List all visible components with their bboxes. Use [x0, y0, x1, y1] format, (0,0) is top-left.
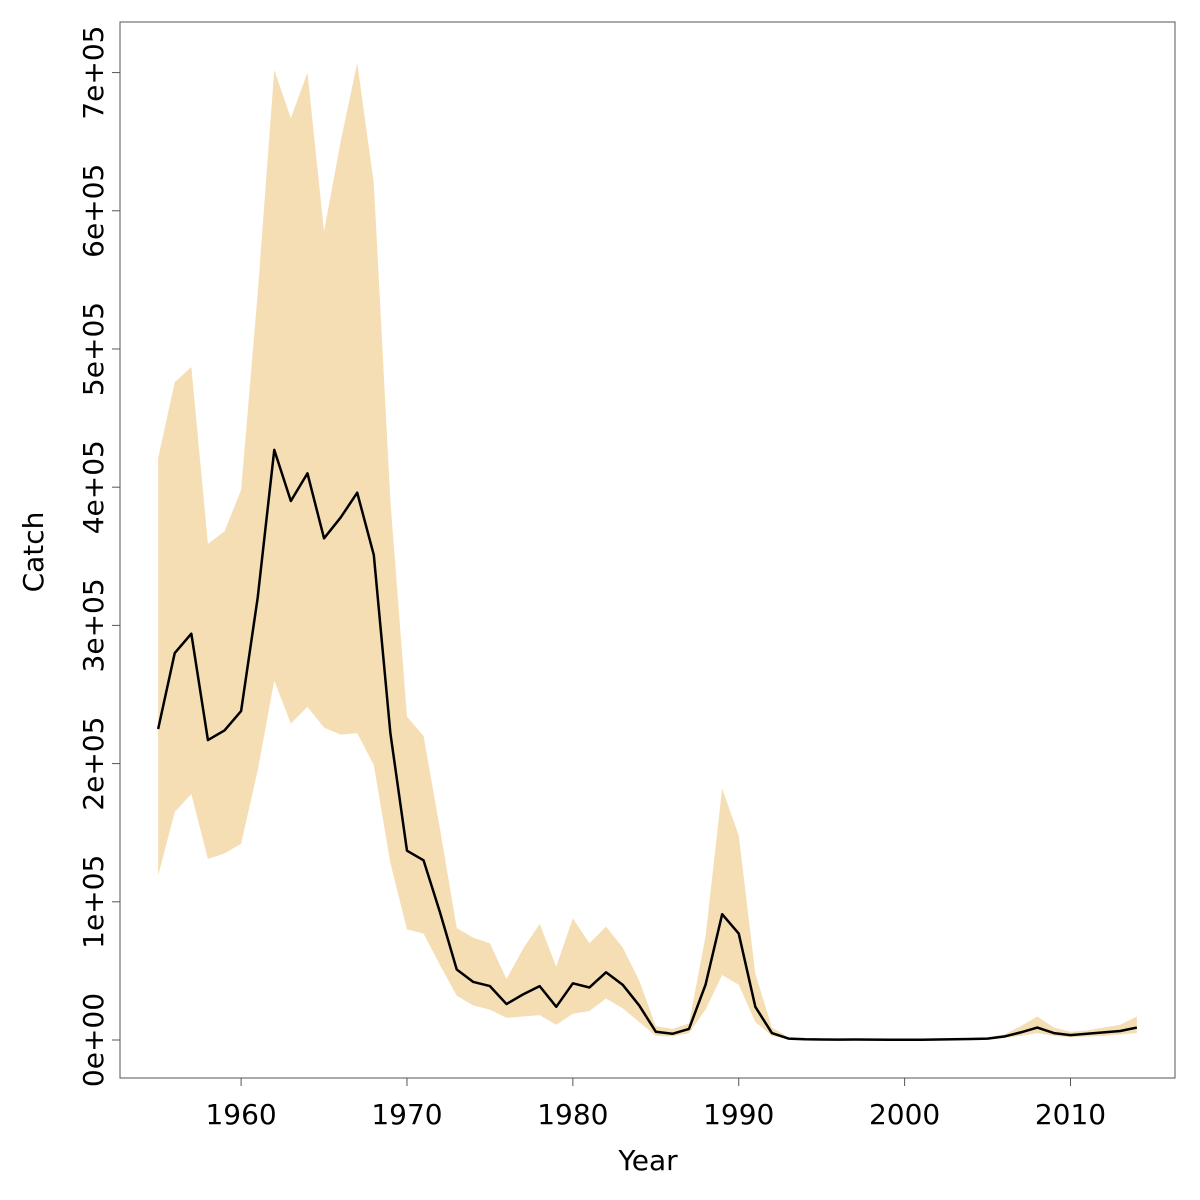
plot-frame — [119, 21, 1176, 1079]
y-tick-label: 1e+05 — [77, 855, 110, 949]
x-tick-label: 2010 — [1035, 1098, 1106, 1131]
y-tick-label: 7e+05 — [77, 26, 110, 120]
x-tick-label: 1970 — [371, 1098, 442, 1131]
x-axis-label: Year — [617, 1144, 678, 1177]
x-tick-label: 1960 — [205, 1098, 276, 1131]
x-tick-label: 1980 — [537, 1098, 608, 1131]
x-tick-label: 1990 — [703, 1098, 774, 1131]
y-tick-label: 4e+05 — [77, 440, 110, 534]
y-tick-label: 5e+05 — [77, 302, 110, 396]
y-tick-label: 6e+05 — [77, 164, 110, 258]
y-axis-label: Catch — [17, 512, 50, 593]
band — [158, 62, 1137, 1040]
x-tick-label: 2000 — [869, 1098, 940, 1131]
y-tick-label: 2e+05 — [77, 717, 110, 811]
y-tick-label: 0e+00 — [77, 993, 110, 1087]
y-tick-label: 3e+05 — [77, 578, 110, 672]
line — [156, 448, 1138, 1041]
